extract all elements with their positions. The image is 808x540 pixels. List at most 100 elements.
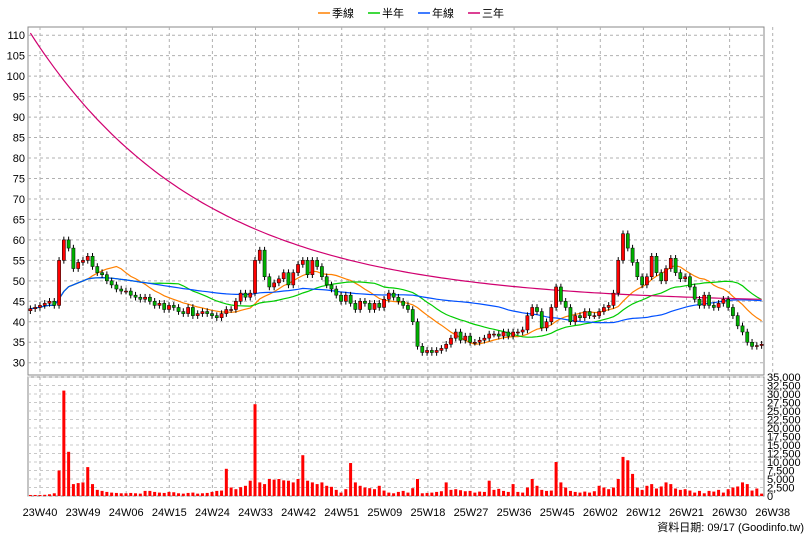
candle-body <box>296 264 300 273</box>
ma-line-3 <box>30 276 762 324</box>
volume-bar <box>67 451 71 496</box>
candle-body <box>496 333 501 337</box>
candle-body <box>234 301 238 310</box>
volume-bar <box>650 484 654 496</box>
volume-bar <box>191 492 195 496</box>
candle-body <box>487 333 492 339</box>
candle-body <box>415 321 420 347</box>
volume-bar <box>459 490 463 496</box>
candle-body <box>200 311 205 314</box>
candle-body <box>109 280 114 286</box>
price-tick-label: 35 <box>13 337 25 349</box>
candle-body <box>592 315 597 317</box>
volume-bar <box>721 492 725 496</box>
volume-bar <box>736 486 740 496</box>
x-tick-label: 24W42 <box>281 507 316 519</box>
volume-bar <box>334 489 338 496</box>
volume-bar <box>220 490 224 496</box>
candle-body <box>243 292 248 298</box>
candle-body <box>731 307 735 316</box>
candle-body <box>315 260 319 267</box>
candle-body <box>630 247 635 263</box>
volume-bar <box>731 487 735 496</box>
candle-body <box>468 335 472 343</box>
volume-tick-label: 35,000 <box>767 372 801 384</box>
price-tick-label: 60 <box>13 235 25 247</box>
candle-body <box>229 309 233 311</box>
ma-line-1 <box>30 264 762 345</box>
price-tick-label: 105 <box>7 51 25 63</box>
candle-body <box>57 260 61 306</box>
volume-bar <box>253 404 257 496</box>
volume-bar <box>463 491 467 496</box>
volume-bar <box>559 482 563 496</box>
volume-bar <box>296 479 300 496</box>
candle-body <box>425 350 429 353</box>
candle-body <box>492 333 496 336</box>
candle-body <box>429 350 434 353</box>
price-tick-label: 40 <box>13 317 25 329</box>
volume-bar <box>592 491 596 496</box>
x-tick-label: 23W40 <box>23 507 58 519</box>
candle-body <box>434 350 439 353</box>
legend-label: 半年 <box>382 6 404 20</box>
volume-bar <box>554 462 558 496</box>
volume-bar <box>114 492 118 496</box>
candle-body <box>649 256 654 277</box>
volume-bar <box>210 491 214 496</box>
volume-bar <box>693 492 697 496</box>
candle-body <box>477 339 482 343</box>
candle-body <box>358 301 363 310</box>
volume-bar <box>124 493 128 496</box>
volume-bar <box>750 490 754 496</box>
candle-body <box>81 260 85 263</box>
legend: 季線 半年 年線 三年 <box>318 6 504 20</box>
volume-bar <box>57 470 61 496</box>
candle-body <box>119 288 124 292</box>
volume-bar <box>329 486 333 496</box>
price-tick-label: 55 <box>13 255 25 267</box>
candle-body <box>148 296 152 302</box>
price-tick-label: 75 <box>13 173 25 185</box>
volume-bar <box>263 484 267 496</box>
candle-body <box>506 331 511 337</box>
volume-bar <box>707 490 711 496</box>
volume-tick-label: 25,000 <box>767 406 801 418</box>
volume-bar <box>358 485 362 496</box>
candle-body <box>38 305 42 308</box>
volume-bar <box>377 485 381 496</box>
volume-tick-label: 2,500 <box>767 483 795 495</box>
candle-body <box>367 303 372 310</box>
candle-body <box>391 292 396 298</box>
volume-bar <box>473 492 477 496</box>
volume-bar <box>564 487 568 496</box>
x-tick-label: 25W36 <box>497 507 532 519</box>
candle-body <box>735 315 740 327</box>
volume-bar <box>172 492 176 496</box>
x-tick-label: 25W18 <box>410 507 445 519</box>
volume-bar <box>425 492 429 496</box>
volume-bar <box>640 489 644 496</box>
volume-bar <box>48 494 52 496</box>
candle-body <box>520 329 525 333</box>
candle-body <box>449 337 453 345</box>
candle-body <box>740 325 745 333</box>
candle-body <box>363 301 367 304</box>
candle-body <box>171 305 176 308</box>
candle-body <box>530 307 535 316</box>
volume-bar <box>277 479 281 496</box>
volume-bar <box>224 468 228 496</box>
candle-body <box>248 292 253 298</box>
volume-bar <box>482 491 486 496</box>
candle-body <box>310 260 315 275</box>
volume-bar <box>162 492 166 496</box>
candle-body <box>711 305 716 308</box>
candle-body <box>621 233 625 261</box>
volume-bar <box>186 492 190 496</box>
volume-bar <box>306 480 310 496</box>
volume-bar <box>712 491 716 496</box>
candle-body <box>128 290 133 296</box>
volume-bar <box>416 479 420 496</box>
volume-bar <box>52 493 56 496</box>
volume-bar <box>286 480 290 496</box>
